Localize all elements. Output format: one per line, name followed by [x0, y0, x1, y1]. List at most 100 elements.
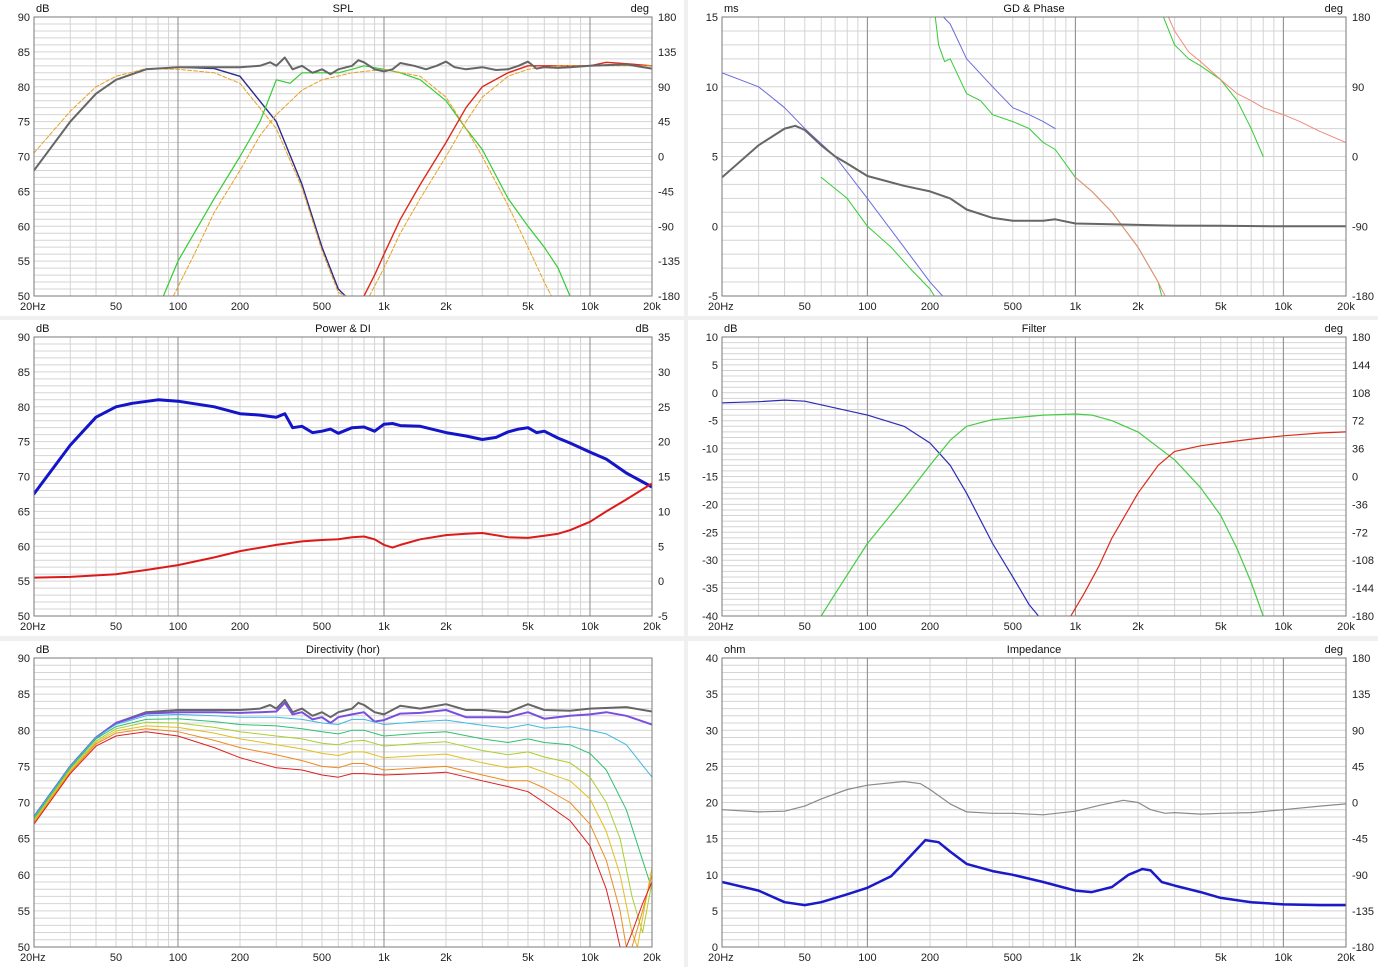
- directivity-chart-svg: 20Hz 50 100 200 500 1k 2k 5k 10k 20k5055606570758…: [18, 644, 662, 964]
- x-tick-label: 200: [921, 301, 939, 313]
- y2-unit-label: deg: [1325, 644, 1343, 656]
- y-tick-label: 75: [18, 761, 30, 773]
- y-tick-label: 10: [706, 870, 718, 882]
- y2-tick-label: 90: [1352, 82, 1364, 94]
- series-line-2: [820, 176, 935, 296]
- x-tick-label: 50: [799, 621, 811, 633]
- x-tick-label: 20k: [643, 621, 661, 633]
- y-unit-label: dB: [36, 3, 49, 15]
- y2-tick-label: 108: [1352, 388, 1370, 400]
- x-tick-label: 10k: [581, 621, 599, 633]
- y2-unit-label: deg: [1325, 323, 1343, 335]
- x-tick-label: 2k: [1132, 621, 1144, 633]
- y2-tick-label: 20: [658, 437, 670, 449]
- y-tick-label: 35: [706, 689, 718, 701]
- x-tick-label: 2k: [1132, 952, 1144, 964]
- grid: [722, 16, 1346, 297]
- y2-tick-label: -36: [1352, 499, 1368, 511]
- y2-tick-label: 0: [1352, 472, 1358, 484]
- x-tick-label: 100: [169, 952, 187, 964]
- x-tick-label: 50: [110, 301, 122, 313]
- series-group: [722, 780, 1346, 907]
- chart-title: Directivity (hor): [306, 644, 380, 656]
- y2-tick-label: -180: [1352, 942, 1374, 954]
- y2-tick-label: -45: [1352, 834, 1368, 846]
- x-tick-label: 5k: [522, 952, 534, 964]
- x-tick-label: 1k: [378, 621, 390, 633]
- y-tick-label: 55: [18, 256, 30, 268]
- y2-tick-label: -144: [1352, 583, 1374, 595]
- x-tick-label: 50: [110, 621, 122, 633]
- plot-frame: [721, 16, 1347, 297]
- y2-tick-label: 15: [658, 472, 670, 484]
- y-tick-label: 65: [18, 506, 30, 518]
- y-tick-label: -5: [708, 291, 718, 303]
- spl-chart-svg: 20Hz 50 100 200 500 1k 2k 5k 10k 20k5055606570758…: [18, 3, 680, 313]
- y2-tick-label: -45: [658, 186, 674, 198]
- series-line-6: [34, 56, 652, 172]
- y-tick-label: 40: [706, 653, 718, 665]
- spl-panel: 20Hz 50 100 200 500 1k 2k 5k 10k 20k 50 55 60 65 70 75 8…: [0, 0, 684, 316]
- grid: [34, 657, 652, 948]
- gd_phase-chart-svg: 20Hz 50 100 200 500 1k 2k 5k 10k 20k -5 0 5 10 15 -180 -…: [706, 3, 1374, 313]
- y-tick-label: 60: [18, 870, 30, 882]
- y2-tick-label: 180: [1352, 12, 1370, 24]
- grid: [34, 16, 652, 297]
- y-unit-label: ohm: [724, 644, 745, 656]
- y-tick-label: 65: [18, 834, 30, 846]
- series-line-6: [34, 728, 652, 947]
- y2-tick-label: 10: [658, 506, 670, 518]
- series-group: [34, 56, 652, 296]
- y-tick-label: -40: [702, 611, 718, 623]
- series-line-2: [1070, 431, 1346, 616]
- series-line-1: [34, 701, 652, 818]
- y-tick-label: 30: [706, 725, 718, 737]
- plot-frame: [33, 657, 653, 948]
- x-tick-label: 20k: [1337, 952, 1355, 964]
- series-line-4: [363, 61, 652, 296]
- x-tick-label: 20Hz: [708, 301, 734, 313]
- y2-tick-label: 45: [1352, 761, 1364, 773]
- x-tick-label: 100: [858, 621, 876, 633]
- y-tick-label: -20: [702, 499, 718, 511]
- y2-tick-label: 5: [658, 541, 664, 553]
- y-tick-label: -5: [708, 416, 718, 428]
- chart-title: Impedance: [1007, 644, 1061, 656]
- x-tick-label: 20k: [1337, 621, 1355, 633]
- y2-tick-label: -72: [1352, 527, 1368, 539]
- y-tick-label: 5: [712, 906, 718, 918]
- y-tick-label: -15: [702, 472, 718, 484]
- x-tick-label: 10k: [1275, 621, 1293, 633]
- series-line-5: [1074, 176, 1166, 296]
- series-group: [34, 698, 652, 947]
- x-tick-label: 100: [169, 301, 187, 313]
- x-tick-label: 20k: [643, 301, 661, 313]
- series-line-2: [34, 713, 652, 818]
- gd-phase-panel: 20Hz 50 100 200 500 1k 2k 5k 10k 20k -5 0 5 10 15 -180 -…: [688, 0, 1378, 316]
- chart-title: SPL: [333, 3, 354, 15]
- x-tick-label: 10k: [581, 301, 599, 313]
- chart-title: Power & DI: [315, 323, 371, 335]
- x-tick-label: 500: [1004, 301, 1022, 313]
- y2-tick-label: 0: [658, 576, 664, 588]
- y2-unit-label: deg: [631, 3, 649, 15]
- series-line-0: [722, 399, 1040, 616]
- y2-tick-label: 180: [1352, 653, 1370, 665]
- series-line-3: [34, 718, 652, 890]
- series-line-7: [34, 731, 652, 947]
- y2-tick-label: 0: [1352, 798, 1358, 810]
- y2-tick-label: 135: [658, 47, 676, 59]
- y-tick-label: 25: [706, 761, 718, 773]
- y2-tick-label: 25: [658, 402, 670, 414]
- y-tick-label: 70: [18, 798, 30, 810]
- y-tick-label: 70: [18, 152, 30, 164]
- y-tick-label: 15: [706, 12, 718, 24]
- y-tick-label: -30: [702, 555, 718, 567]
- series-line-4: [1162, 17, 1264, 157]
- plot-frame: [721, 336, 1347, 617]
- y2-tick-label: 135: [1352, 689, 1370, 701]
- x-tick-label: 500: [313, 952, 331, 964]
- y-tick-label: 20: [706, 798, 718, 810]
- directivity-panel: 20Hz 50 100 200 500 1k 2k 5k 10k 20k 50 55 60 65 70 75 8…: [0, 641, 684, 967]
- y2-tick-label: -135: [1352, 906, 1374, 918]
